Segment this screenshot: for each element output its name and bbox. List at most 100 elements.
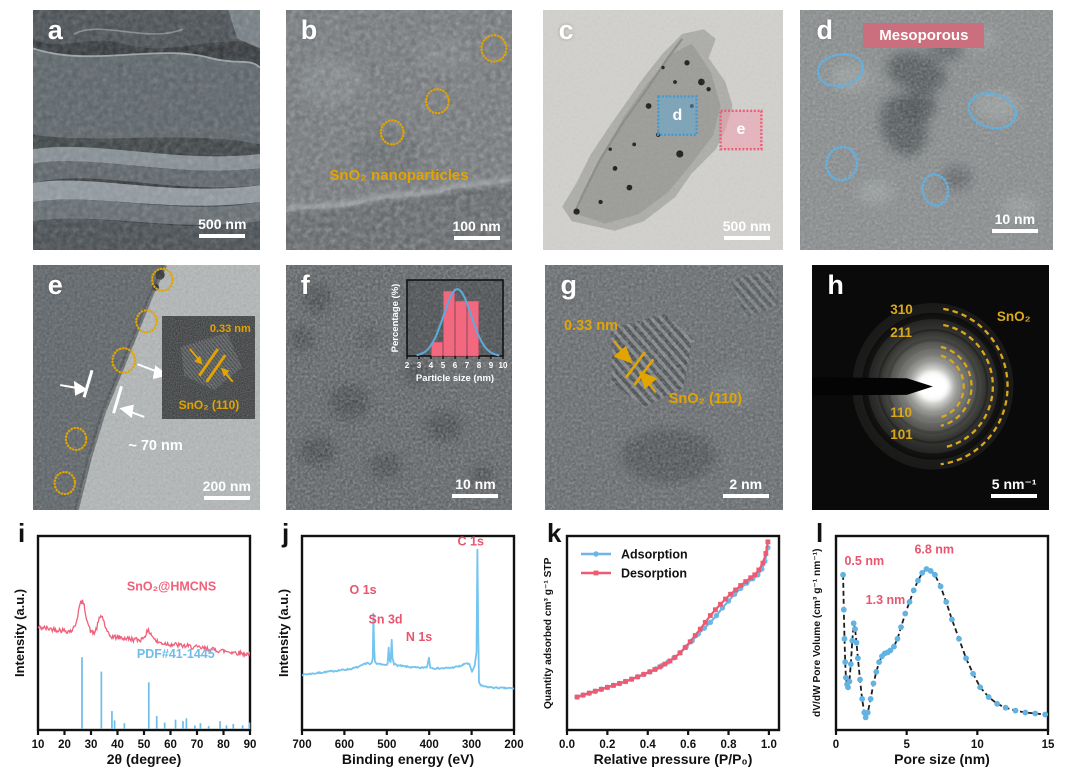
nanoparticles-annotation: SnO₂ nanoparticles xyxy=(329,167,469,185)
ring-label-110: 110 xyxy=(890,404,912,420)
svg-text:9: 9 xyxy=(489,361,494,370)
ring-label-310: 310 xyxy=(890,301,913,317)
sem-texture xyxy=(286,10,512,250)
isotherm-chart: k Quantity adsorbed cm³ g⁻¹ STP 0.0 0.2 0.… xyxy=(537,520,799,776)
scale-bar-c: 500 nm xyxy=(723,219,771,241)
histogram-plot: 2 3 4 5 6 7 8 9 10 Particle size (nm) Percentage (… xyxy=(390,278,508,384)
svg-text:0.8: 0.8 xyxy=(721,739,738,750)
particle-size-histogram: 2 3 4 5 6 7 8 9 10 Particle size (nm) Percentage (… xyxy=(383,274,510,404)
panel-label-g: g xyxy=(560,270,577,301)
lattice-spacing-marks xyxy=(190,349,233,382)
svg-text:10: 10 xyxy=(971,739,984,750)
region-label-d: d xyxy=(672,106,683,124)
svg-text:PDF#41-1445: PDF#41-1445 xyxy=(137,647,215,661)
panel-e-tem-image: e 0.33 nm SnO₂ (110) ~ 70 nm 200 nm xyxy=(33,265,260,510)
region-box-d xyxy=(658,96,696,134)
scale-bar-b: 100 nm xyxy=(452,219,501,241)
svg-text:Percentage (%): Percentage (%) xyxy=(390,283,401,352)
scale-bar-line xyxy=(722,493,769,498)
inset-plane-label: SnO₂ (110) xyxy=(178,397,240,412)
scale-bar-line xyxy=(991,493,1038,498)
panel-label-a: a xyxy=(47,15,63,46)
panel-label-f: f xyxy=(300,270,310,301)
xrd-chart: i Intensity (a.u.) 10 20 30 40 50 60 70 80 90 SnO… xyxy=(8,520,270,776)
svg-text:5: 5 xyxy=(903,739,910,750)
lattice-spacing-marks xyxy=(614,341,656,392)
pore-plot: 0 5 10 15 0.5 nm 1.3 nm 6.8 nm xyxy=(833,534,1055,750)
scale-bar-d: 10 nm xyxy=(991,212,1038,234)
thickness-label: ~ 70 nm xyxy=(128,437,183,454)
panel-g-hrtem-image: g 0.33 nm SnO₂ (110) 2 nm xyxy=(545,265,783,510)
svg-text:0.5 nm: 0.5 nm xyxy=(844,554,884,568)
scale-bar-h: 5 nm⁻¹ xyxy=(991,477,1038,498)
svg-text:600: 600 xyxy=(335,739,354,750)
svg-text:SnO₂@HMCNS: SnO₂@HMCNS xyxy=(127,579,216,593)
scale-bar-line xyxy=(723,236,770,241)
svg-text:5: 5 xyxy=(441,361,446,370)
panel-h-saed-pattern: h 310 211 110 101 SnO₂ 5 nm⁻¹ xyxy=(812,265,1049,510)
scale-bar-line xyxy=(453,236,500,241)
scale-bar-line xyxy=(203,496,250,501)
panel-a-sem-image: a 500 nm xyxy=(33,10,260,250)
panel-b-sem-image: b SnO₂ nanoparticles 100 nm xyxy=(286,10,512,250)
isotherm-plot: 0.0 0.2 0.4 0.6 0.8 1.0 Adsorption Desorption xyxy=(559,534,781,750)
svg-text:7: 7 xyxy=(465,361,470,370)
hrtem-inset: 0.33 nm SnO₂ (110) xyxy=(162,316,256,420)
svg-text:80: 80 xyxy=(217,739,230,750)
scale-bar-a: 500 nm xyxy=(198,217,246,238)
svg-text:6.8 nm: 6.8 nm xyxy=(914,542,954,556)
panel-label-i: i xyxy=(18,518,26,548)
svg-text:O 1s: O 1s xyxy=(350,583,377,597)
mesopore-outlines xyxy=(815,50,1021,207)
svg-text:Particle size (nm): Particle size (nm) xyxy=(416,373,494,384)
svg-text:0.0: 0.0 xyxy=(559,739,575,750)
ring-label-211: 211 xyxy=(890,325,912,341)
xps-plot: 700 600 500 400 300 200 O 1s Sn 3dN 1s C 1s xyxy=(292,535,523,750)
scale-bar-line xyxy=(452,493,499,498)
svg-text:300: 300 xyxy=(462,739,481,750)
scale-bar-e: 200 nm xyxy=(203,479,251,501)
svg-text:10: 10 xyxy=(499,361,508,370)
tem-texture xyxy=(800,10,1053,250)
panel-d-tem-image: d Mesoporous 10 nm xyxy=(800,10,1053,250)
svg-text:70: 70 xyxy=(191,739,204,750)
xrd-plot: 10 20 30 40 50 60 70 80 90 SnO₂@HMCNS PDF#41-1445 xyxy=(32,534,257,750)
region-box-e xyxy=(721,111,762,149)
svg-text:C 1s: C 1s xyxy=(458,535,484,549)
svg-text:6: 6 xyxy=(453,361,458,370)
svg-text:4: 4 xyxy=(429,361,434,370)
svg-text:400: 400 xyxy=(420,739,439,750)
panel-label-b: b xyxy=(300,15,318,46)
svg-text:0: 0 xyxy=(833,739,839,750)
beam-stop xyxy=(812,377,933,396)
nanoparticle-circles xyxy=(55,269,173,494)
svg-text:90: 90 xyxy=(244,739,257,750)
scale-bar-line xyxy=(199,234,246,238)
panel-label-h: h xyxy=(827,270,844,301)
ring-markers xyxy=(941,309,1008,464)
panel-label-c: c xyxy=(558,15,574,46)
svg-text:60: 60 xyxy=(164,739,177,750)
xps-x-axis-label: Binding energy (eV) xyxy=(341,751,475,767)
xps-chart: j Intensity (a.u.) 700 600 500 400 300 200 O 1… xyxy=(272,520,534,776)
saed-texture xyxy=(812,265,1049,510)
spacing-label: 0.33 nm xyxy=(564,317,619,334)
nanoparticle-circle xyxy=(481,35,506,61)
svg-text:Adsorption: Adsorption xyxy=(621,548,688,562)
panel-label-k: k xyxy=(547,518,562,548)
scale-bar-f: 10 nm xyxy=(452,477,499,498)
svg-text:0.6: 0.6 xyxy=(680,739,696,750)
material-label: SnO₂ xyxy=(996,309,1031,325)
region-label-e: e xyxy=(736,121,746,138)
hrtem-texture xyxy=(545,265,783,510)
svg-text:Sn 3d: Sn 3d xyxy=(369,612,403,626)
svg-text:200: 200 xyxy=(504,739,523,750)
ring-label-101: 101 xyxy=(890,426,913,442)
svg-text:30: 30 xyxy=(85,739,98,750)
svg-text:3: 3 xyxy=(417,361,422,370)
panel-label-l: l xyxy=(816,518,824,548)
scale-bar-g: 2 nm xyxy=(722,477,769,498)
svg-text:700: 700 xyxy=(292,739,311,750)
svg-text:8: 8 xyxy=(477,361,482,370)
